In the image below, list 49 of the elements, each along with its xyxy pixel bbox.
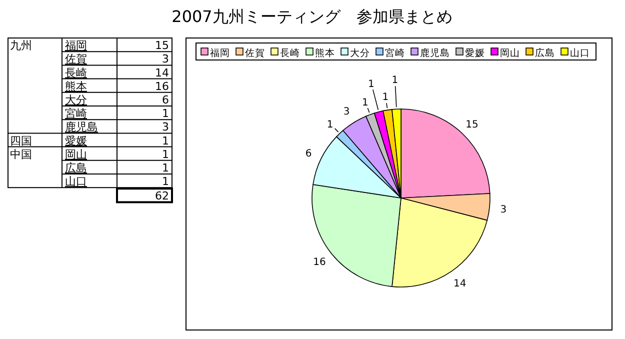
- legend-label: 佐賀: [245, 47, 265, 59]
- data-label: 1: [162, 148, 169, 161]
- data-label: 15: [155, 39, 169, 52]
- category-label: 宮崎: [65, 107, 87, 120]
- legend-label: 大分: [350, 47, 370, 59]
- data-label: 1: [326, 119, 334, 130]
- legend-label: 岡山: [500, 47, 520, 59]
- data-label: 1: [162, 175, 169, 188]
- legend-label: 愛媛: [465, 47, 485, 59]
- data-label: 1: [392, 75, 398, 86]
- data-label: 1: [162, 134, 169, 148]
- data-label: 16: [313, 257, 326, 268]
- data-label: 1: [368, 78, 374, 90]
- category-label: 熊本: [65, 80, 87, 93]
- legend-label: 長崎: [280, 47, 300, 59]
- legend-label: 広島: [535, 47, 555, 59]
- data-label: 1: [162, 107, 169, 120]
- legend-label: 熊本: [315, 47, 335, 59]
- category-label: 広島: [65, 162, 87, 174]
- legend-label: 鹿児島: [420, 47, 450, 59]
- category-label: 山口: [65, 175, 87, 188]
- data-label: 15: [466, 119, 478, 130]
- category-label: 愛媛: [65, 134, 87, 148]
- text: 四国: [10, 134, 32, 148]
- data-label: 6: [162, 94, 169, 106]
- category-label: 長崎: [65, 66, 87, 80]
- category-label: 鹿児島: [65, 120, 98, 134]
- data-label: 3: [162, 120, 169, 134]
- data-label: 16: [155, 80, 169, 93]
- data-label: 1: [362, 97, 368, 108]
- text: 九州: [10, 39, 32, 52]
- data-label: 6: [305, 148, 312, 160]
- data-label: 14: [453, 278, 466, 290]
- legend-label: 山口: [570, 47, 590, 59]
- category-label: 岡山: [65, 148, 87, 161]
- text: 中国: [10, 148, 32, 161]
- data-label: 3: [500, 204, 507, 216]
- legend-label: 福岡: [210, 47, 230, 59]
- text: 2007九州ミーティング 参加県まとめ: [172, 7, 452, 26]
- category-label: 佐賀: [65, 52, 87, 66]
- data-label: 1: [162, 162, 169, 174]
- category-label: 大分: [65, 94, 87, 106]
- legend-label: 宮崎: [385, 47, 405, 59]
- category-label: 福岡: [65, 39, 87, 52]
- data-label: 3: [162, 52, 169, 66]
- data-label: 14: [155, 66, 169, 80]
- data-label: 3: [343, 106, 350, 118]
- text: 62: [155, 190, 169, 203]
- data-label: 1: [382, 92, 389, 104]
